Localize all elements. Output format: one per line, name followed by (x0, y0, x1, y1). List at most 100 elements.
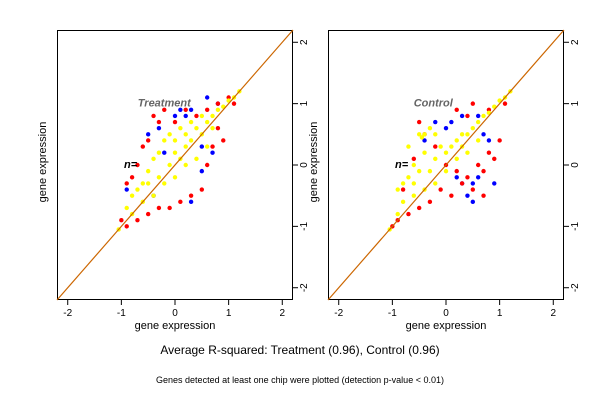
treatment-data-point (162, 107, 167, 112)
treatment-data-point (199, 144, 205, 149)
control-data-point (411, 181, 417, 186)
treatment-data-point (151, 156, 156, 162)
control-data-point (459, 132, 465, 137)
treatment-data-point (156, 175, 162, 180)
control-y-tick-label: -1 (570, 221, 581, 230)
control-data-point (481, 193, 486, 198)
control-data-point (422, 132, 427, 137)
control-data-point (465, 150, 470, 155)
treatment-data-point (140, 181, 146, 186)
control-data-point (422, 138, 427, 143)
treatment-plot-frame (57, 30, 293, 300)
control-plot-frame (328, 30, 564, 300)
treatment-x-tick-label: 1 (226, 308, 232, 319)
control-data-point (427, 125, 433, 131)
control-data-point (497, 138, 502, 143)
treatment-data-point (183, 144, 188, 149)
control-data-point (454, 168, 459, 174)
treatment-y-tick-label: -2 (299, 283, 310, 292)
control-data-point (486, 107, 492, 112)
treatment-data-point (145, 132, 151, 137)
control-data-point (443, 125, 449, 131)
control-data-point (406, 211, 411, 217)
control-data-point (454, 138, 459, 143)
treatment-data-point (129, 193, 135, 198)
treatment-data-point (135, 218, 140, 223)
control-data-point (433, 156, 438, 162)
treatment-y-axis-label: gene expression (37, 121, 49, 203)
treatment-data-point (151, 113, 156, 119)
control-data-point (438, 144, 443, 149)
treatment-data-point (135, 187, 140, 192)
control-data-point (416, 168, 422, 174)
control-data-point (502, 101, 508, 106)
treatment-data-point (178, 125, 183, 131)
treatment-data-point (172, 113, 178, 119)
control-x-tick-label: 1 (497, 308, 503, 319)
treatment-scatter-plot: -2 -1 0 1 2 -2 -1 0 1 2 Treatment n= (56, 29, 310, 319)
control-data-point (492, 156, 497, 162)
treatment-data-point (167, 205, 172, 211)
control-data-point (400, 187, 406, 192)
control-data-point (449, 193, 454, 198)
control-data-point (411, 162, 417, 168)
control-x-tick-label: -1 (388, 308, 397, 319)
control-x-tick-label: 2 (550, 308, 556, 319)
control-data-point (481, 168, 486, 174)
treatment-data-point (167, 132, 172, 137)
treatment-data-point (183, 162, 188, 168)
treatment-data-point (172, 138, 178, 143)
control-x-axis-label: gene expression (405, 320, 487, 332)
treatment-data-point (135, 162, 140, 168)
treatment-data-point (183, 113, 188, 119)
treatment-data-point (124, 224, 129, 229)
treatment-data-point (199, 187, 205, 192)
treatment-data-point (194, 125, 199, 131)
treatment-data-point (156, 150, 162, 155)
treatment-series-0 (124, 95, 221, 205)
control-data-point (470, 181, 476, 186)
treatment-data-point (188, 107, 194, 112)
treatment-data-point (156, 205, 162, 211)
treatment-data-point (162, 181, 167, 186)
control-data-point (449, 119, 454, 125)
treatment-data-point (204, 144, 210, 149)
control-y-tick-label: 0 (570, 162, 581, 168)
control-data-point (492, 181, 497, 186)
treatment-data-point (199, 168, 205, 174)
treatment-data-point (129, 175, 135, 180)
treatment-data-point (226, 95, 231, 100)
control-data-point (395, 211, 400, 217)
treatment-data-point (188, 199, 194, 205)
treatment-n-annotation: n= (124, 159, 138, 171)
control-data-point (465, 132, 470, 137)
control-n-annotation: n= (395, 159, 409, 171)
treatment-data-point (188, 119, 194, 125)
control-data-point (433, 181, 438, 186)
treatment-data-point (151, 193, 156, 198)
treatment-data-point (156, 119, 162, 125)
treatment-data-point (210, 144, 215, 149)
control-data-point (459, 113, 465, 119)
control-data-point (454, 156, 459, 162)
treatment-data-point (162, 150, 167, 155)
control-panel-title: Control (414, 98, 454, 110)
control-data-point (400, 181, 406, 186)
control-data-point (395, 187, 400, 192)
control-data-point (465, 113, 470, 119)
treatment-data-point (188, 138, 194, 143)
treatment-data-point (145, 181, 151, 186)
control-y-axis-label: gene expression (308, 121, 320, 203)
treatment-data-point (183, 107, 188, 112)
control-data-point (481, 113, 486, 119)
control-series-1 (390, 101, 508, 229)
treatment-x-tick-label: 0 (172, 308, 178, 319)
treatment-data-point (188, 193, 194, 198)
treatment-series-1 (119, 95, 237, 229)
treatment-data-point (221, 138, 226, 143)
control-data-point (454, 175, 459, 180)
treatment-x-tick-label: -2 (63, 308, 72, 319)
treatment-data-point (231, 101, 237, 106)
treatment-data-point (194, 156, 199, 162)
